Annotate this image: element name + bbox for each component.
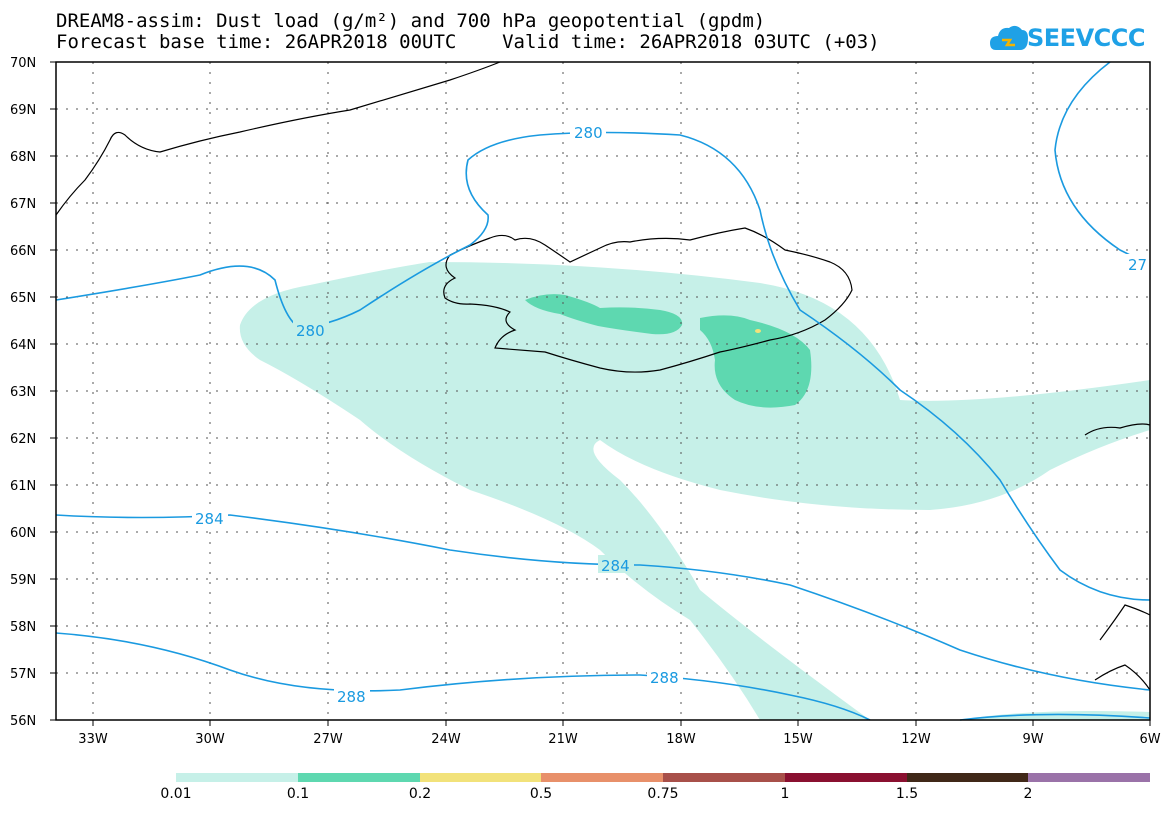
lon-label: 27W (313, 732, 343, 747)
dust-plume-low (239, 262, 1151, 720)
cloud-logo-icon (990, 25, 1028, 50)
lat-label: 60N (10, 526, 36, 541)
map-title: DREAM8-assim: Dust load (g/m²) and 700 h… (56, 10, 766, 32)
colorbar-segment (541, 773, 663, 782)
lat-label: 65N (10, 291, 36, 306)
longitude-labels: 33W 30W 27W 24W 21W 18W 15W 12W 9W 6W (78, 732, 1160, 747)
dust-load-shading (239, 262, 1151, 720)
contour-label: 280 (574, 124, 603, 142)
contour-label: 288 (650, 669, 679, 687)
lon-label: 18W (666, 732, 696, 747)
contour-284 (55, 514, 1151, 691)
map-subtitle: Forecast base time: 26APR2018 00UTC Vali… (56, 31, 880, 53)
colorbar-segment (663, 773, 785, 782)
lon-label: 21W (548, 732, 578, 747)
lat-label: 59N (10, 573, 36, 588)
dust-patch-mid-west (525, 294, 683, 335)
lon-label: 33W (78, 732, 108, 747)
lat-label: 66N (10, 244, 36, 259)
colorbar-segment (906, 773, 1029, 782)
colorbar-label: 2 (1023, 786, 1033, 802)
contour-label: 27 (1128, 256, 1147, 274)
colorbar-segment (297, 773, 420, 782)
colorbar (176, 773, 1150, 782)
lon-label: 30W (195, 732, 225, 747)
contour-27-east (1054, 61, 1151, 266)
colorbar-segment (1028, 773, 1150, 782)
colorbar-segment (176, 773, 298, 782)
lon-label: 6W (1139, 732, 1160, 747)
lat-label: 70N (10, 56, 36, 71)
colorbar-label: 0.2 (408, 786, 432, 802)
graticule (56, 62, 1150, 720)
lat-label: 57N (10, 667, 36, 682)
dust-patch-south (700, 315, 812, 408)
lat-label: 64N (10, 338, 36, 353)
logo-text: SEEVCCC (1027, 24, 1146, 52)
colorbar-label: 0.1 (286, 786, 310, 802)
faroe-coast (1084, 423, 1151, 436)
dust-patch-yellow (755, 329, 761, 333)
lon-label: 24W (431, 732, 461, 747)
coastlines (55, 61, 1151, 691)
contour-label: 288 (337, 688, 366, 706)
lat-label: 67N (10, 197, 36, 212)
iceland-coast (443, 227, 853, 373)
colorbar-label: 0.5 (529, 786, 553, 802)
colorbar-label: 1 (780, 786, 790, 802)
colorbar-label: 0.75 (647, 786, 679, 802)
lat-label: 68N (10, 150, 36, 165)
contour-label: 284 (195, 510, 224, 528)
colorbar-segment (784, 773, 907, 782)
lat-label: 63N (10, 385, 36, 400)
lat-label: 58N (10, 620, 36, 635)
latitude-labels: 70N 69N 68N 67N 66N 65N 64N 63N 62N 61N … (10, 56, 36, 729)
lon-label: 15W (783, 732, 813, 747)
contour-288 (55, 632, 871, 721)
lat-label: 56N (10, 714, 36, 729)
colorbar-segment (419, 773, 542, 782)
colorbar-label: 1.5 (895, 786, 919, 802)
lat-label: 61N (10, 479, 36, 494)
lon-label: 9W (1022, 732, 1043, 747)
scotland-coast (1094, 604, 1151, 691)
contour-288-east (959, 713, 1151, 721)
contour-280-west (55, 131, 1151, 601)
colorbar-label: 0.01 (160, 786, 192, 802)
contour-label: 280 (296, 322, 325, 340)
lon-label: 12W (901, 732, 931, 747)
axis-ticks (50, 61, 1151, 726)
lat-label: 69N (10, 103, 36, 118)
contour-labels: 280 280 27 284 284 288 288 (192, 123, 1150, 706)
contour-label: 284 (601, 557, 630, 575)
greenland-coast (55, 61, 501, 216)
lat-label: 62N (10, 432, 36, 447)
dust-patch-southeast (960, 711, 1150, 720)
